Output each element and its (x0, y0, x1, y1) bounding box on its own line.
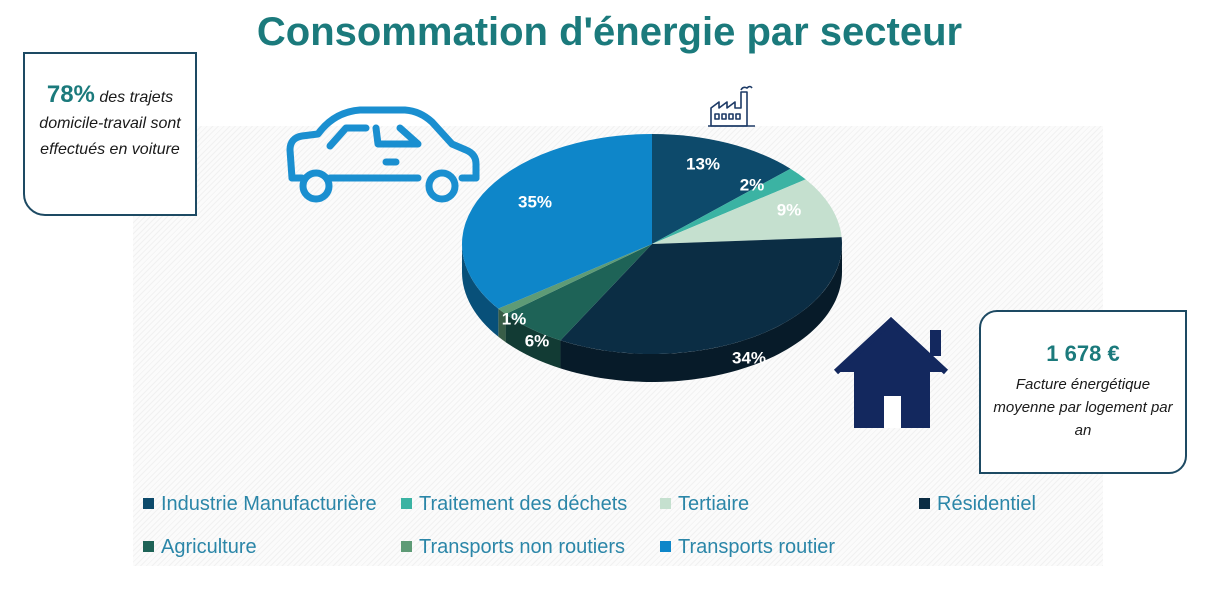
pie-slice-4 (505, 244, 652, 341)
legend-label: Transports routier (678, 536, 836, 558)
legend-swatch (660, 498, 671, 509)
pie-depth (462, 244, 843, 383)
data-label-4: 6% (525, 331, 550, 350)
commute-text: des trajets domicile-travail sont effect… (39, 89, 181, 158)
legend-label: Agriculture (161, 536, 257, 558)
chart-title: Consommation d'énergie par secteur (256, 10, 963, 54)
legend-item-dechets: Traitement des déchets (401, 493, 627, 516)
house-icon (831, 315, 951, 428)
legend-item-agriculture: Agriculture (143, 536, 257, 559)
legend-label: Traitement des déchets (419, 493, 628, 515)
pie-side-6 (462, 244, 499, 337)
legend-label: Industrie Manufacturière (161, 493, 377, 515)
legend-swatch (143, 498, 154, 509)
pie-slices (462, 134, 842, 355)
data-label-1: 2% (740, 175, 765, 194)
pie-side-3 (560, 244, 843, 383)
pie-slice-3 (560, 237, 842, 355)
energy-bill-callout: 1 678 € Facture énergétique moyenne par … (979, 310, 1187, 474)
legend-item-residentiel: Résidentiel (919, 493, 1036, 516)
commute-percentage: 78% (46, 81, 95, 108)
legend-item-industrie: Industrie Manufacturière (143, 493, 377, 516)
data-label-3: 34% (732, 348, 766, 367)
legend-swatch (660, 541, 671, 552)
car-icon (286, 106, 480, 203)
legend-swatch (401, 541, 412, 552)
legend-swatch (143, 541, 154, 552)
legend-swatch (919, 498, 930, 509)
data-label-0: 13% (686, 154, 720, 173)
legend-item-transports-non-routiers: Transports non routiers (401, 536, 625, 559)
pie-slice-6 (462, 134, 652, 309)
commute-callout: 78% des trajets domicile-travail sont ef… (23, 52, 197, 216)
pie-slice-0 (652, 134, 791, 244)
pie-labels: 13% 2% 9% 34% 6% 1% 35% (502, 154, 802, 367)
legend-label: Transports non routiers (419, 536, 626, 558)
data-label-2: 9% (777, 200, 802, 219)
data-label-5: 1% (502, 309, 527, 328)
legend-label: Résidentiel (937, 493, 1036, 515)
legend-item-tertiaire: Tertiaire (660, 493, 749, 516)
data-label-6: 35% (518, 192, 552, 211)
legend-swatch (401, 498, 412, 509)
factory-icon (708, 85, 755, 127)
pie-side-5 (498, 308, 506, 343)
pie-side-4 (505, 314, 561, 369)
legend-item-transports-routier: Transports routier (660, 536, 835, 559)
legend-label: Tertiaire (678, 493, 750, 515)
energy-bill-value: 1 678 € (1046, 341, 1120, 366)
energy-bill-text: Facture énergétique moyenne par logement… (993, 376, 1173, 439)
pie-slice-1 (652, 168, 806, 244)
pie-slice-2 (652, 179, 842, 244)
pie-slice-5 (498, 244, 652, 315)
